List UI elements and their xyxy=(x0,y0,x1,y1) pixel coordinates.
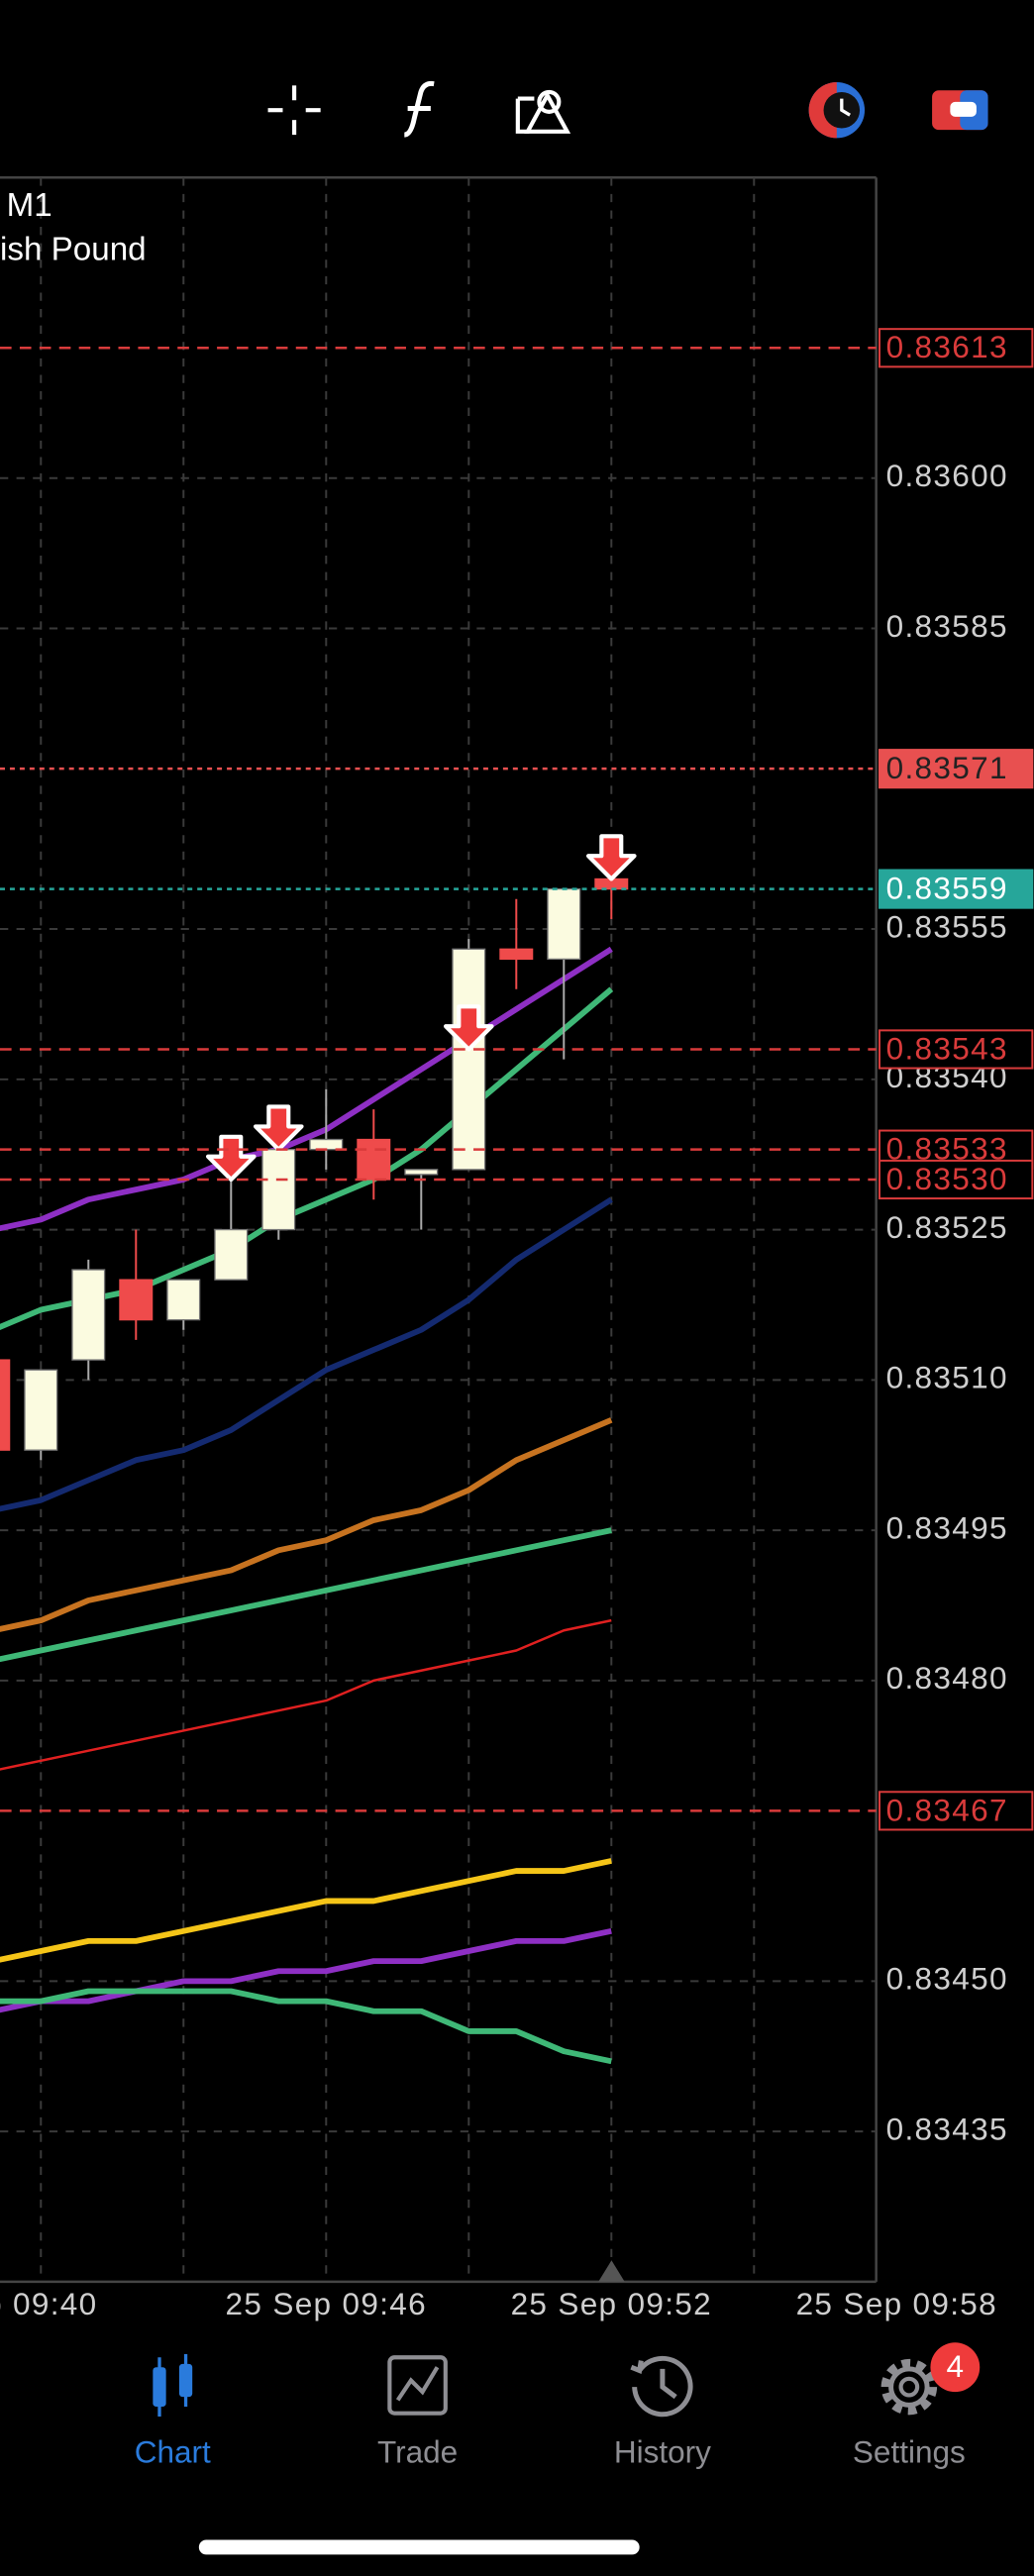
account-icon[interactable] xyxy=(808,81,866,139)
candle-body xyxy=(166,1279,201,1321)
chart-title: M1 xyxy=(7,187,52,224)
indicator-line xyxy=(0,1417,613,1632)
tab-label[interactable]: Settings xyxy=(853,2433,966,2469)
indicator-line xyxy=(0,1858,612,1963)
overlay: 0.836000.835850.835550.835400.835250.835… xyxy=(0,328,1034,2321)
candle-body xyxy=(0,1359,11,1451)
price-label-box xyxy=(878,1159,1034,1200)
function-icon[interactable] xyxy=(403,80,435,138)
grid xyxy=(0,177,877,2282)
candle-body xyxy=(357,1138,391,1181)
candle-body xyxy=(547,887,581,961)
trade-tab-icon[interactable] xyxy=(387,2355,448,2416)
y-tick-label: 0.83480 xyxy=(886,1660,1008,1696)
tab-label[interactable]: Chart xyxy=(135,2433,211,2469)
y-tick-label: 0.83600 xyxy=(886,458,1008,493)
tab-bar: 4 Chart Trade History Settings xyxy=(135,2342,981,2469)
price-label-box xyxy=(878,749,1034,789)
y-tick-label: 0.83510 xyxy=(886,1360,1008,1395)
x-tick-label: 25 Sep 09:46 xyxy=(226,2286,427,2321)
candle-body xyxy=(309,1138,344,1151)
sell-arrow xyxy=(205,1134,257,1183)
price-label: 0.83530 xyxy=(886,1161,1008,1196)
price-label-box xyxy=(878,328,1034,368)
settings-tab-icon[interactable] xyxy=(880,2358,938,2416)
x-tick-label: 25 Sep 09:52 xyxy=(511,2286,712,2321)
indicator-line xyxy=(0,1988,612,2065)
indicator-line xyxy=(0,946,613,1232)
candle-body xyxy=(71,1269,106,1361)
chart-subtitle: ish Pound xyxy=(0,232,147,268)
price-label: 0.83467 xyxy=(886,1792,1008,1827)
price-label: 0.83559 xyxy=(886,871,1008,906)
y-tick-label: 0.83495 xyxy=(886,1509,1008,1545)
y-tick-label: 0.83450 xyxy=(886,1961,1008,1997)
sell-arrow xyxy=(443,1004,494,1052)
y-tick-label: 0.83525 xyxy=(886,1209,1008,1245)
plot-area xyxy=(0,834,637,2065)
price-label: 0.83543 xyxy=(886,1030,1008,1066)
candle-body xyxy=(214,1228,249,1281)
objects-icon[interactable] xyxy=(515,89,571,134)
indicator-line xyxy=(0,1927,612,2013)
candle-body xyxy=(499,948,534,961)
price-label: 0.83571 xyxy=(886,750,1008,785)
home-indicator xyxy=(198,2539,640,2555)
price-label-box xyxy=(878,869,1034,909)
price-label: 0.83613 xyxy=(886,329,1008,364)
badge xyxy=(930,2342,981,2393)
current-time-marker xyxy=(598,2260,625,2282)
y-tick-label: 0.83555 xyxy=(886,908,1008,944)
indicator-line xyxy=(0,1196,613,1512)
sell-arrow xyxy=(253,1104,304,1152)
candle-body xyxy=(404,1169,439,1176)
price-label-box xyxy=(878,1791,1034,1831)
indicator-line xyxy=(0,1527,612,1663)
badge-count: 4 xyxy=(947,2348,965,2384)
price-label-box xyxy=(878,1029,1034,1070)
trade-icon[interactable] xyxy=(932,90,988,131)
y-tick-label: 0.83435 xyxy=(886,2111,1008,2146)
candle-body xyxy=(119,1279,154,1321)
x-tick-label: p 09:40 xyxy=(0,2286,98,2321)
crosshair-icon[interactable] xyxy=(267,85,321,136)
history-tab-icon[interactable] xyxy=(630,2355,693,2418)
candle-body xyxy=(24,1369,58,1451)
chart-tab-icon[interactable] xyxy=(153,2353,193,2417)
y-tick-label: 0.83585 xyxy=(886,608,1008,644)
x-tick-label: 25 Sep 09:58 xyxy=(796,2286,997,2321)
indicator-line xyxy=(0,1618,612,1771)
sell-arrow xyxy=(585,834,637,881)
tab-label[interactable]: Trade xyxy=(377,2433,458,2469)
candle-body xyxy=(452,948,486,1171)
tab-label[interactable]: History xyxy=(614,2433,711,2469)
candle-body xyxy=(261,1148,296,1231)
